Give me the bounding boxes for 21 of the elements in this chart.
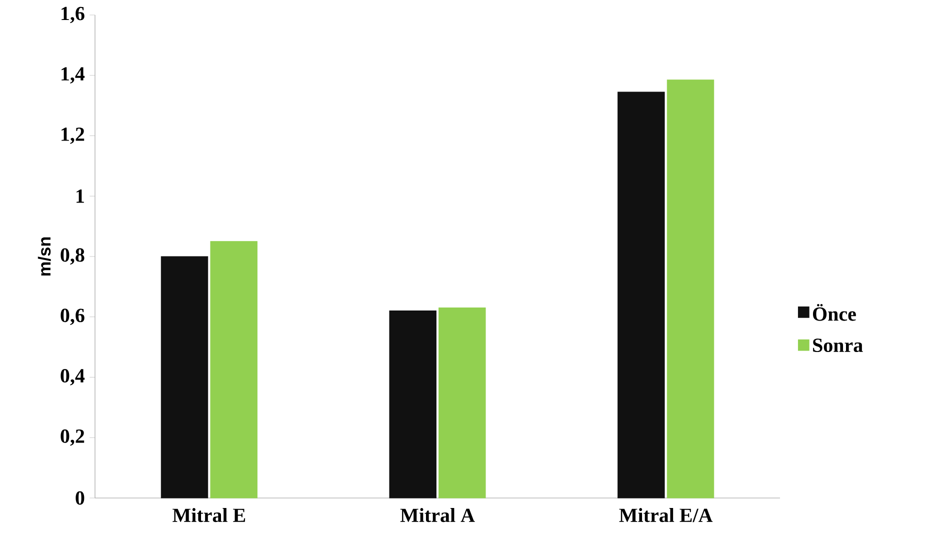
y-axis-title: m/sn: [38, 237, 51, 276]
y-tick-label: 1: [76, 190, 84, 203]
bar: [210, 241, 258, 498]
y-tick-label: 0,8: [60, 248, 84, 265]
y-tick-label: 0,2: [60, 429, 84, 446]
x-tick-label: Mitral A: [400, 508, 475, 522]
y-tick-label: 1,2: [62, 128, 84, 144]
y-tick-label: 0,4: [60, 369, 85, 386]
legend-label: Önce: [813, 304, 856, 321]
bar: [666, 80, 714, 498]
bar: [438, 308, 486, 498]
bar: [618, 92, 665, 498]
y-tick-label: 0: [76, 491, 84, 505]
bar: [389, 310, 436, 498]
bar: [160, 256, 208, 498]
y-tick-label: 1,4: [62, 67, 85, 84]
x-tick-label: Mitral E: [172, 508, 246, 522]
legend-label: Sonra: [813, 338, 863, 352]
y-tick-label: 0,6: [60, 308, 84, 326]
y-tick-label: 1,6: [62, 6, 84, 24]
x-tick-label: Mitral E/A: [619, 508, 713, 522]
